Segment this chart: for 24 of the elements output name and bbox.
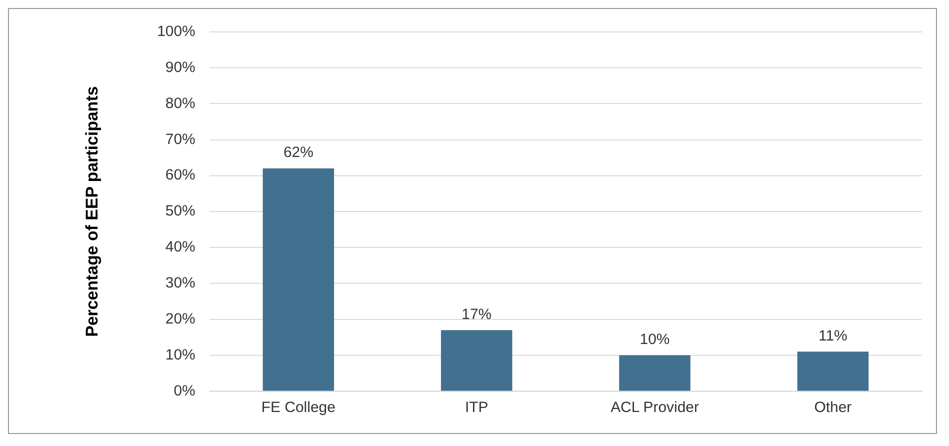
y-tick-label: 80%: [165, 94, 196, 112]
y-tick-label: 40%: [165, 238, 196, 256]
y-axis-title: Percentage of EEP participants: [82, 86, 102, 337]
data-label: 62%: [283, 144, 314, 162]
x-tick-label: ITP: [464, 399, 488, 416]
y-tick-label: 20%: [165, 310, 196, 328]
x-tick-label: FE College: [261, 399, 336, 416]
bar: [440, 330, 512, 391]
data-label: 10%: [640, 330, 670, 348]
bar: [619, 355, 690, 391]
data-label: 17%: [462, 306, 492, 323]
x-tick-label: Other: [814, 399, 852, 416]
data-label: 11%: [818, 327, 848, 344]
y-tick-label: 10%: [165, 346, 196, 364]
x-tick-label: ACL Provider: [610, 399, 699, 416]
y-tick-label: 60%: [165, 166, 196, 184]
y-tick-label: 70%: [165, 130, 196, 148]
y-tick-label: 100%: [157, 23, 196, 40]
y-tick-label: 30%: [165, 274, 196, 292]
y-tick-label: 90%: [165, 58, 196, 76]
y-tick-label: 0%: [174, 382, 196, 400]
bar: [797, 352, 869, 391]
y-tick-label: 50%: [165, 202, 196, 220]
bar: [262, 168, 334, 391]
